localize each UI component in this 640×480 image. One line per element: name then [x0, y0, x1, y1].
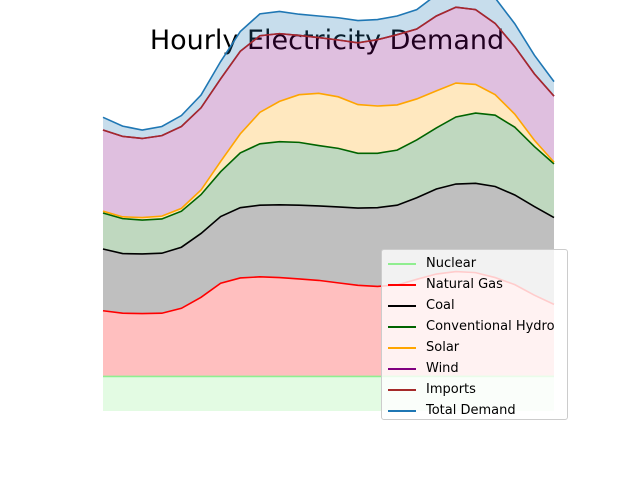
legend-swatch-wind — [388, 367, 416, 370]
legend-item-wind: Wind — [382, 358, 567, 379]
line-total-demand — [102, 0, 555, 131]
line-solar — [102, 82, 555, 219]
legend-label-natural-gas: Natural Gas — [426, 277, 503, 292]
legend-label-nuclear: Nuclear — [426, 256, 477, 271]
chart-legend: Nuclear Natural Gas Coal Conventional Hy… — [381, 249, 568, 420]
legend-label-imports: Imports — [426, 382, 476, 397]
legend-swatch-nuclear — [388, 262, 416, 265]
legend-swatch-total-demand — [388, 409, 416, 412]
area-conventional-hydro — [103, 113, 554, 254]
legend-label-total-demand: Total Demand — [426, 403, 516, 418]
line-conventional-hydro — [102, 112, 555, 221]
legend-label-conventional-hydro: Conventional Hydro — [426, 319, 555, 334]
area-solar — [103, 83, 554, 221]
legend-swatch-imports — [388, 388, 416, 391]
legend-item-coal: Coal — [382, 295, 567, 316]
legend-swatch-coal — [388, 304, 416, 307]
area-total-demand — [103, 0, 554, 139]
legend-swatch-solar — [388, 346, 416, 349]
legend-item-nuclear: Nuclear — [382, 253, 567, 274]
legend-label-wind: Wind — [426, 361, 459, 376]
series-lines — [102, 0, 555, 378]
legend-item-total-demand: Total Demand — [382, 400, 567, 421]
legend-item-imports: Imports — [382, 379, 567, 400]
legend-swatch-natural-gas — [388, 283, 416, 286]
line-imports — [102, 6, 555, 140]
legend-item-conventional-hydro: Conventional Hydro — [382, 316, 567, 337]
area-coal — [103, 183, 554, 314]
legend-item-natural-gas: Natural Gas — [382, 274, 567, 295]
chart-title: Hourly Electricity Demand — [150, 25, 504, 56]
legend-label-coal: Coal — [426, 298, 455, 313]
legend-label-solar: Solar — [426, 340, 460, 355]
legend-swatch-conventional-hydro — [388, 325, 416, 328]
area-wind — [103, 7, 554, 218]
line-coal — [102, 182, 555, 255]
legend-item-solar: Solar — [382, 337, 567, 358]
